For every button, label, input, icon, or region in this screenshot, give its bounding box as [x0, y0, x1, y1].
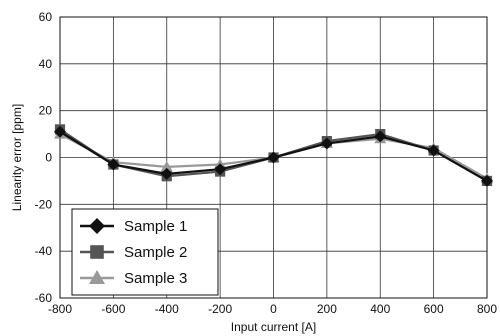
- x-tick-label: -600: [101, 302, 125, 316]
- series-layer: [54, 124, 493, 187]
- x-tick-label: -200: [208, 302, 232, 316]
- x-tick-label: 400: [370, 302, 390, 316]
- legend-marker-square: [90, 245, 104, 259]
- x-tick-label: 800: [477, 302, 497, 316]
- y-axis-ticks: -60 -40 -20 0 20 40 60: [35, 10, 53, 305]
- x-tick-label: -400: [155, 302, 179, 316]
- data-point-diamond: [107, 158, 120, 171]
- data-point-diamond: [481, 174, 493, 187]
- data-point-diamond: [427, 144, 440, 157]
- legend-items: Sample 1 Sample 2 Sample 3: [80, 218, 187, 287]
- y-tick-label: 60: [39, 10, 53, 24]
- legend: Sample 1 Sample 2 Sample 3: [71, 208, 219, 296]
- data-point-diamond: [160, 167, 173, 180]
- y-tick-label: 0: [45, 151, 52, 165]
- legend-label: Sample 1: [124, 218, 187, 235]
- x-axis-ticks: -800 -600 -400 -200 0 200 400 600 800: [48, 302, 497, 316]
- y-tick-label: 20: [39, 104, 53, 118]
- data-point-diamond: [320, 137, 333, 150]
- data-point-diamond: [54, 125, 66, 138]
- plot-area: [59, 16, 488, 299]
- y-axis-title: Linearity error [ppm]: [10, 104, 24, 211]
- y-tick-label: 40: [39, 57, 53, 71]
- legend-label: Sample 2: [124, 244, 187, 261]
- x-tick-label: -800: [48, 302, 72, 316]
- data-point-diamond: [214, 163, 227, 176]
- legend-marker-diamond: [89, 218, 105, 234]
- x-tick-label: 600: [424, 302, 444, 316]
- data-point-diamond: [267, 151, 280, 164]
- x-tick-label: 200: [317, 302, 337, 316]
- y-tick-label: -60: [35, 291, 53, 305]
- legend-label: Sample 3: [124, 270, 187, 287]
- y-tick-label: -20: [35, 197, 53, 211]
- x-axis-title: Input current [A]: [231, 320, 316, 334]
- y-tick-label: -40: [35, 244, 53, 258]
- x-tick-label: 0: [270, 302, 277, 316]
- data-point-diamond: [374, 130, 387, 143]
- data-point-triangle: [160, 160, 173, 172]
- legend-marker-triangle: [89, 270, 105, 284]
